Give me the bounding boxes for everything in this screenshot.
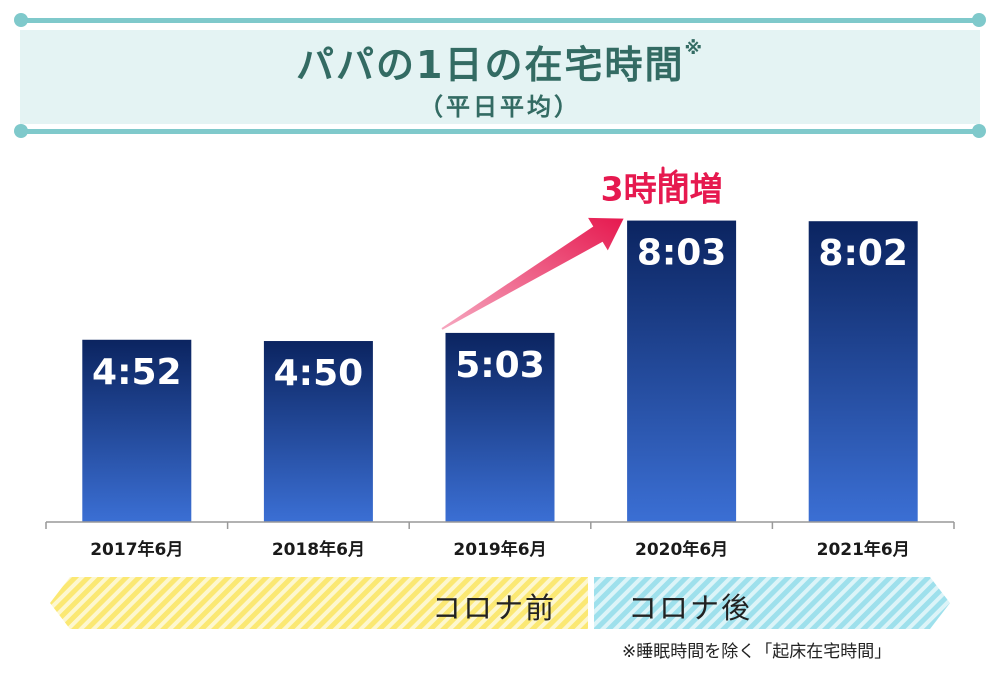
x-tick-label: 2017年6月 [90, 539, 183, 560]
period-before-band [50, 577, 588, 629]
bar-1 [263, 341, 373, 522]
emphasis-mark [669, 169, 678, 177]
period-before-label: コロナ前 [432, 591, 557, 625]
chart-title-mark: ※ [684, 38, 704, 59]
bar-value-label: 4:50 [274, 353, 364, 394]
bar-4 [808, 221, 918, 522]
bar-3 [627, 220, 737, 523]
chart-title-text: パパの1日の在宅時間 [296, 43, 685, 87]
bottom-rule [14, 124, 986, 138]
chart-subtitle: （平日平均） [419, 93, 581, 121]
title-band [20, 30, 980, 124]
x-tick-label: 2018年6月 [272, 539, 365, 560]
x-tick-label: 2020年6月 [635, 539, 728, 560]
bar-2 [445, 332, 555, 522]
x-tick-label: 2019年6月 [453, 539, 546, 560]
bar-0 [82, 339, 192, 522]
bar-value-label: 5:03 [455, 345, 545, 386]
footnote: ※睡眠時間を除く「起床在宅時間」 [622, 642, 892, 662]
bar-value-label: 8:03 [637, 233, 727, 274]
top-rule [14, 13, 986, 27]
chart-title: パパの1日の在宅時間※ [0, 34, 1000, 89]
bar-value-label: 4:52 [92, 352, 182, 393]
bar-value-label: 8:02 [818, 233, 908, 274]
increase-arrow [441, 217, 624, 330]
x-tick-label: 2021年6月 [817, 539, 910, 560]
period-after-label: コロナ後 [628, 591, 753, 625]
period-after-band [594, 577, 950, 629]
